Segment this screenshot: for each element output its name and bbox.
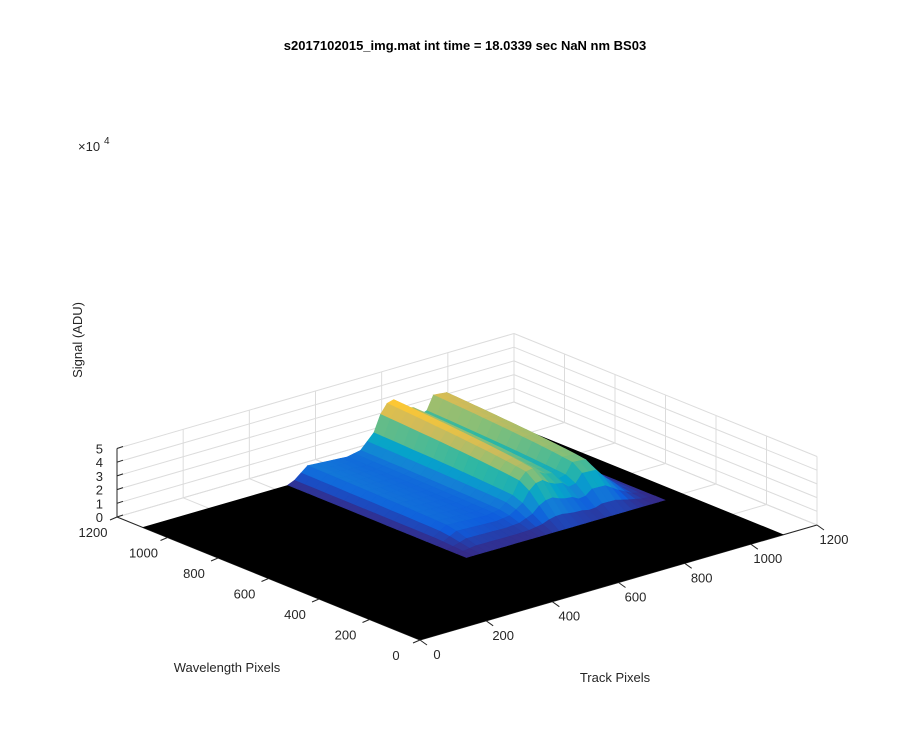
z-tick-label: 4 (96, 455, 103, 470)
y-tick-label: 400 (284, 607, 306, 622)
z-tick-mark (116, 514, 124, 518)
x-tick-label: 1000 (753, 551, 782, 566)
z-tick-mark (116, 459, 124, 463)
surface-mesh (142, 391, 784, 640)
x-tick-mark (750, 543, 759, 550)
x-tick-mark (552, 601, 560, 608)
grid-line (513, 374, 818, 499)
z-tick-label: 3 (96, 469, 103, 484)
y-tick-mark (210, 557, 219, 562)
z-tick-mark (116, 446, 124, 449)
y-tick-mark (160, 537, 168, 541)
y-tick-label: 1200 (79, 525, 108, 540)
y-tick-label: 200 (335, 628, 357, 643)
y-tick-label: 600 (234, 587, 256, 602)
tick-labels: 0200400600800100012000200400600800100012… (79, 442, 849, 664)
grid-line (513, 346, 818, 471)
y-tick-label: 800 (183, 566, 205, 581)
z-tick-label: 2 (96, 483, 103, 498)
z-exponent-label: ×10 4 (78, 136, 110, 154)
z-exponent-base: ×10 (78, 139, 100, 154)
y-tick-mark (109, 516, 118, 521)
z-tick-label: 0 (96, 510, 103, 525)
grid-line (513, 401, 818, 526)
grid-line (116, 360, 515, 477)
x-tick-label: 0 (433, 647, 440, 662)
grid-line (513, 387, 818, 512)
x-tick-mark (618, 582, 626, 588)
y-tick-mark (311, 598, 320, 603)
grid-line (116, 346, 515, 463)
y-tick-mark (412, 639, 421, 644)
z-axis-label: Signal (ADU) (70, 302, 85, 378)
y-axis-label: Wavelength Pixels (174, 660, 281, 675)
y-tick-mark (362, 619, 370, 623)
x-tick-label: 200 (492, 628, 514, 643)
x-tick-mark (485, 620, 494, 627)
x-axis-label: Track Pixels (580, 670, 651, 685)
z-tick-label: 5 (96, 442, 103, 457)
z-tick-mark (116, 500, 124, 504)
x-tick-mark (684, 562, 692, 569)
z-exponent-power: 4 (104, 136, 110, 147)
y-tick-mark (261, 578, 269, 582)
chart-title: s2017102015_img.mat int time = 18.0339 s… (284, 38, 646, 53)
surface-face (455, 550, 474, 558)
x-tick-label: 400 (558, 609, 580, 624)
z-tick-label: 1 (96, 496, 103, 511)
z-tick-mark (116, 473, 124, 477)
y-tick-label: 0 (392, 648, 399, 663)
x-tick-mark (419, 639, 428, 646)
x-tick-label: 800 (691, 570, 713, 585)
grid-line (116, 333, 515, 449)
x-tick-label: 600 (625, 590, 647, 605)
z-tick-mark (116, 487, 124, 491)
grid-line (513, 333, 818, 457)
x-tick-mark (816, 524, 825, 531)
x-tick-label: 1200 (820, 532, 849, 547)
y-tick-label: 1000 (129, 546, 158, 561)
grid-line (513, 360, 818, 485)
